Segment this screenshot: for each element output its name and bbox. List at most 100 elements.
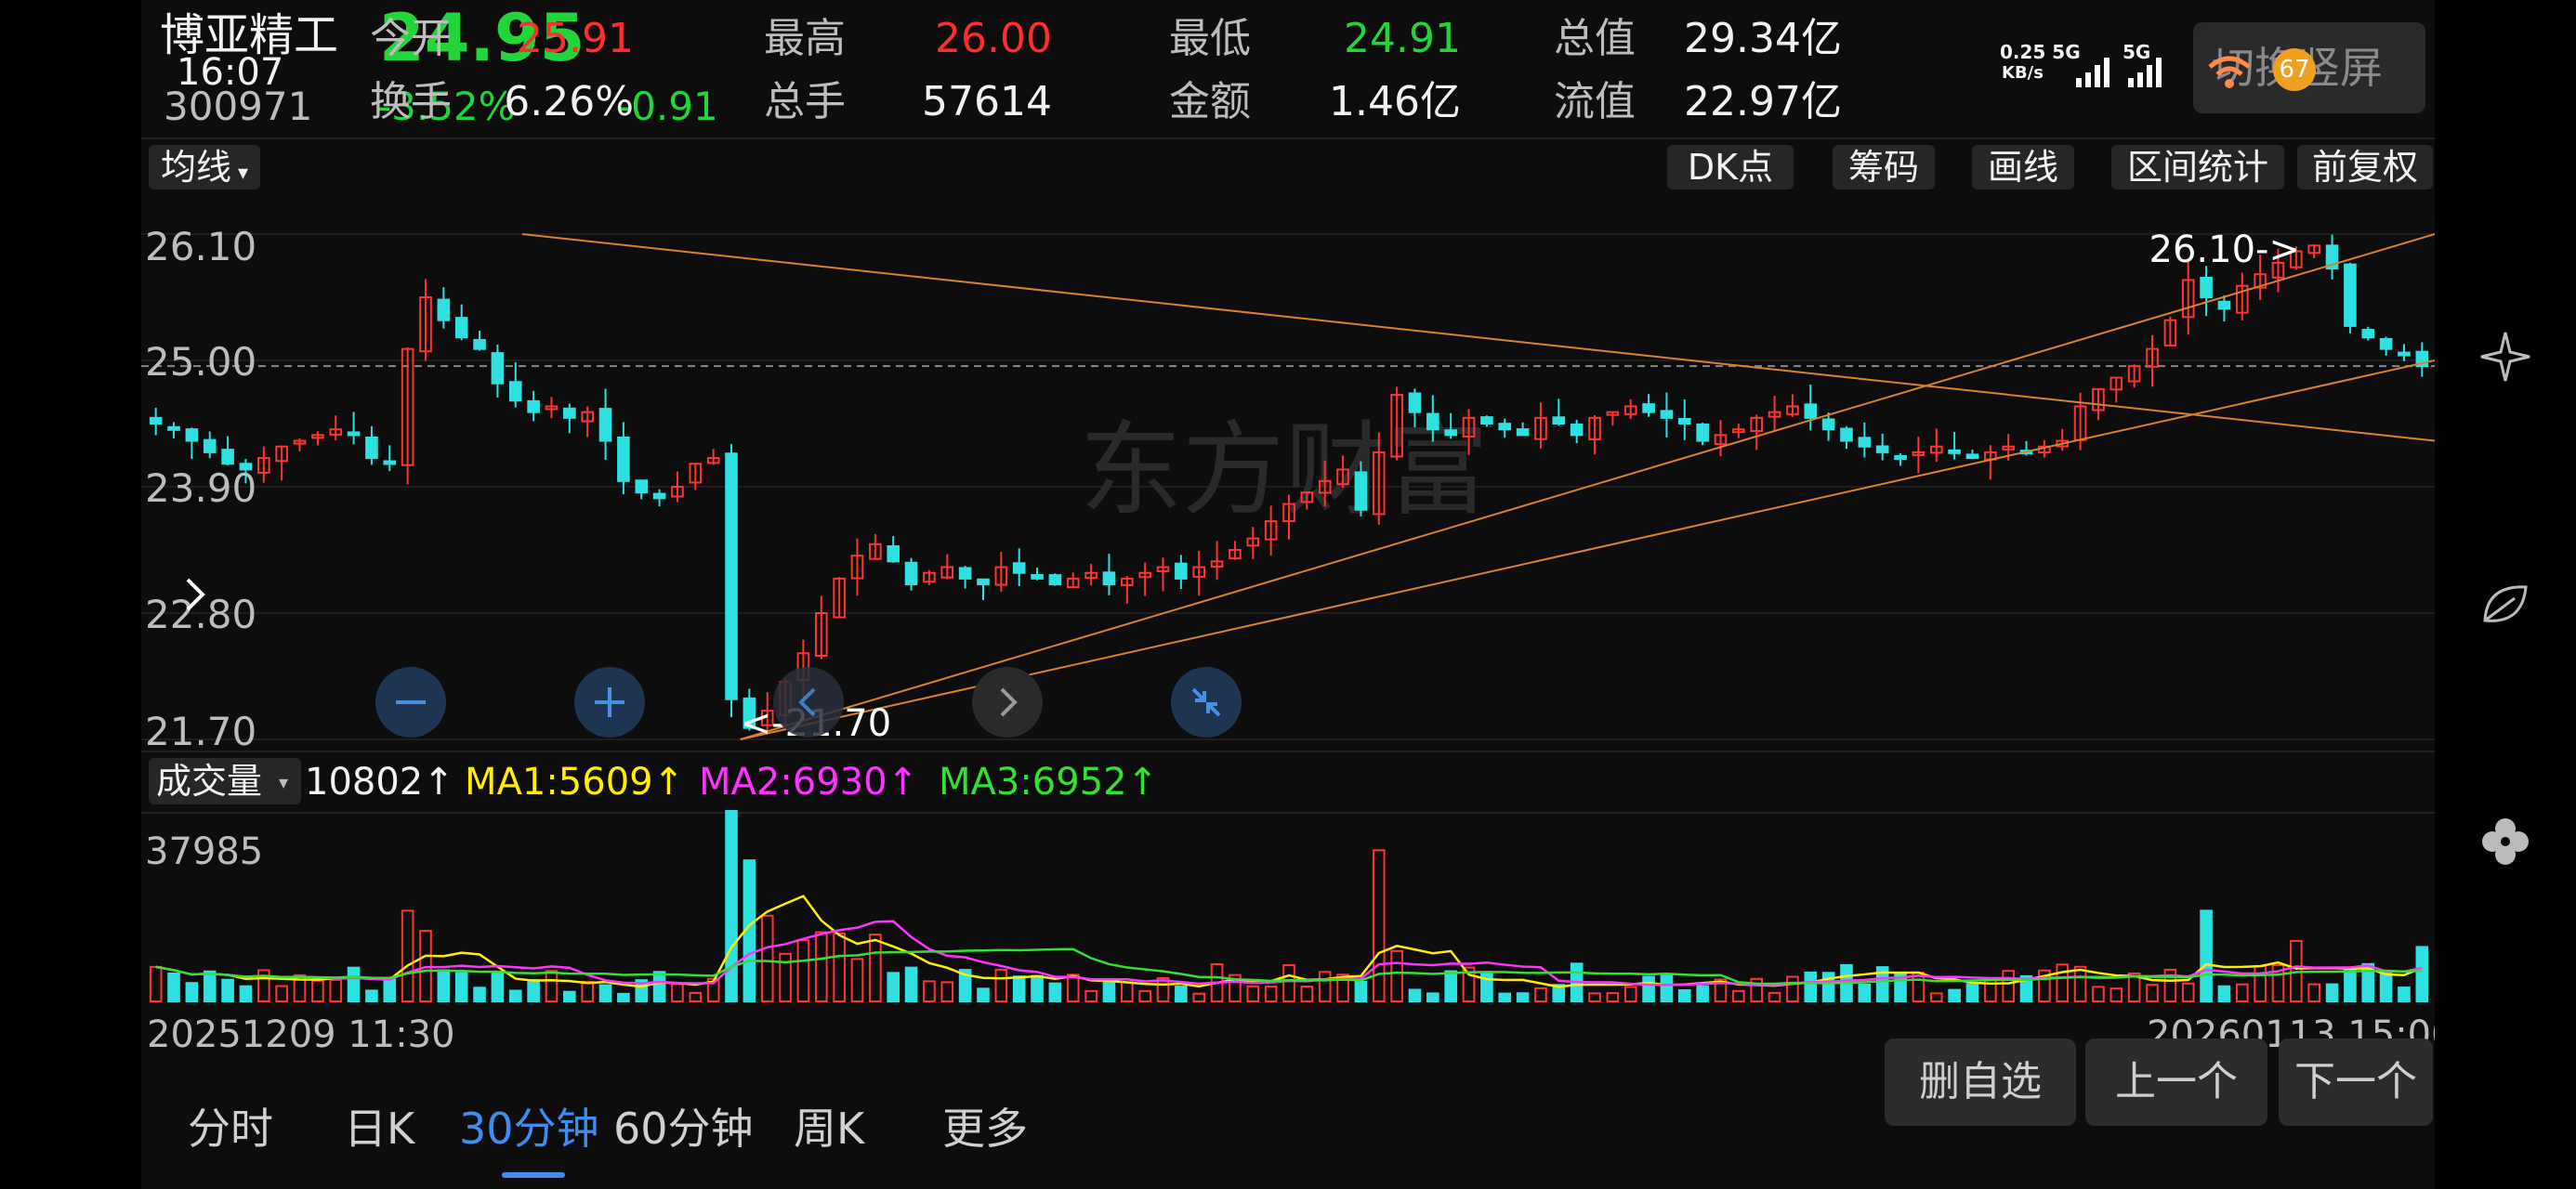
dk-point-button[interactable]: DK点 bbox=[1667, 145, 1794, 189]
volume-bar bbox=[2019, 974, 2033, 1003]
candle-body bbox=[1821, 418, 1835, 431]
volume-bar bbox=[1588, 992, 1601, 1002]
scroll-left-button[interactable] bbox=[773, 667, 844, 738]
volume-bar bbox=[1282, 963, 1295, 1003]
stat-label: 总值 bbox=[1554, 15, 1636, 62]
chips-button[interactable]: 筹码 bbox=[1833, 145, 1935, 189]
volume-bar bbox=[850, 958, 864, 1002]
volume-bar bbox=[437, 969, 451, 1002]
volume-bar bbox=[796, 939, 810, 1002]
y-axis-label: 21.70 bbox=[145, 709, 256, 749]
next-stock-button[interactable]: 下一个 bbox=[2279, 1039, 2433, 1126]
expand-panel-button[interactable] bbox=[171, 567, 219, 622]
candle-body bbox=[1588, 416, 1601, 440]
candle-body bbox=[850, 555, 864, 580]
tab-period[interactable]: 更多 bbox=[942, 1104, 1028, 1154]
volume-max-label: 37985 bbox=[145, 830, 263, 873]
previous-stock-button[interactable]: 上一个 bbox=[2085, 1039, 2267, 1126]
network-speed-unit: KB/s bbox=[2002, 63, 2044, 83]
candle-body bbox=[1623, 405, 1637, 415]
candle-body bbox=[2290, 250, 2303, 268]
candle-body bbox=[2254, 273, 2267, 289]
candle-body bbox=[1606, 411, 1620, 416]
sparkle-icon[interactable] bbox=[2477, 329, 2533, 388]
range-stats-button[interactable]: 区间统计 bbox=[2111, 145, 2284, 189]
network-speed: 0.25 5G bbox=[2000, 41, 2081, 63]
candle-body bbox=[491, 352, 505, 385]
candle-body bbox=[2002, 445, 2015, 451]
candle-body bbox=[1318, 479, 1332, 494]
tab-period[interactable]: 分时 bbox=[188, 1104, 273, 1154]
volume-bar bbox=[1336, 973, 1349, 1003]
candle-body bbox=[2163, 319, 2177, 346]
tab-period[interactable]: 周K bbox=[794, 1104, 865, 1154]
candle-body bbox=[833, 577, 846, 619]
candle-body bbox=[958, 567, 972, 580]
tab-period[interactable]: 60分钟 bbox=[613, 1104, 754, 1154]
scroll-right-button[interactable] bbox=[972, 667, 1043, 738]
volume-chart[interactable]: 37985 bbox=[141, 810, 2435, 1003]
candlestick-chart[interactable]: 东方财富 26.1025.0023.9022.8021.7026.10-><-2… bbox=[141, 199, 2435, 749]
candle-body bbox=[1282, 503, 1295, 523]
candle-body bbox=[2344, 263, 2357, 327]
candle-body bbox=[1804, 403, 1818, 419]
right-system-bar bbox=[2435, 0, 2576, 1189]
zoom-in-button[interactable] bbox=[574, 667, 645, 738]
leaf-icon[interactable] bbox=[2477, 576, 2533, 635]
volume-bar bbox=[2109, 987, 2123, 1003]
volume-bar bbox=[779, 952, 792, 1003]
stat-value: 26.00 bbox=[935, 15, 1052, 62]
candle-body bbox=[760, 710, 774, 726]
stat-value: 6.26% bbox=[504, 78, 634, 125]
remove-watchlist-button[interactable]: 删自选 bbox=[1885, 1039, 2076, 1126]
zoom-out-button[interactable] bbox=[375, 667, 446, 738]
volume-bar bbox=[1372, 849, 1386, 1002]
clover-icon[interactable] bbox=[2477, 814, 2533, 873]
volume-bar bbox=[2398, 986, 2411, 1003]
candle-body bbox=[1229, 549, 1242, 560]
stat-value: 29.34亿 bbox=[1684, 15, 1842, 62]
candle-body bbox=[1498, 423, 1512, 431]
volume-bar bbox=[149, 965, 163, 1002]
candle-body bbox=[1121, 577, 1134, 586]
trendline bbox=[740, 233, 2435, 740]
candle-body bbox=[1390, 394, 1403, 458]
switch-portrait-button[interactable]: 切换竖屏 67 bbox=[2193, 22, 2425, 113]
candle-body bbox=[923, 571, 936, 583]
stat-label: 今开 bbox=[370, 15, 452, 62]
candle-body bbox=[1156, 566, 1170, 572]
candle-body bbox=[203, 438, 217, 453]
indicator-label: 均线 bbox=[160, 147, 231, 188]
volume-bar bbox=[1660, 973, 1674, 1002]
volume-bar bbox=[1623, 986, 1637, 1003]
candle-body bbox=[454, 317, 468, 339]
volume-bar bbox=[1246, 985, 1260, 1002]
forward-adjust-button[interactable]: 前复权 bbox=[2297, 145, 2433, 189]
draw-line-button[interactable]: 画线 bbox=[1972, 145, 2074, 189]
volume-bar bbox=[904, 966, 918, 1003]
candle-body bbox=[1138, 571, 1151, 579]
stat-label: 最高 bbox=[764, 15, 846, 62]
volume-bar bbox=[1875, 966, 1889, 1002]
tab-period[interactable]: 30分钟 bbox=[459, 1104, 599, 1154]
candle-body bbox=[2200, 276, 2213, 299]
volume-bar bbox=[491, 971, 505, 1002]
volume-bar bbox=[329, 978, 343, 1002]
candle-body bbox=[1210, 560, 1224, 568]
volume-bar bbox=[563, 990, 576, 1002]
volume-indicator-select[interactable]: 成交量 ▾ bbox=[149, 758, 301, 804]
clock-time: 16:07 bbox=[177, 51, 284, 94]
candle-body bbox=[1875, 445, 1889, 453]
volume-bar bbox=[1732, 989, 1745, 1003]
volume-bar bbox=[2271, 963, 2285, 1002]
volume-bar bbox=[454, 972, 468, 1002]
volume-bar bbox=[1714, 978, 1728, 1002]
tab-period[interactable]: 日K bbox=[344, 1104, 415, 1154]
indicator-select[interactable]: 均线 ▾ bbox=[149, 145, 260, 189]
volume-bar bbox=[1677, 988, 1691, 1002]
candle-body bbox=[1786, 405, 1799, 415]
candle-body bbox=[1480, 416, 1493, 425]
candle-body bbox=[1677, 417, 1691, 425]
collapse-icon[interactable] bbox=[1171, 667, 1242, 738]
y-axis-label: 25.00 bbox=[145, 339, 256, 385]
